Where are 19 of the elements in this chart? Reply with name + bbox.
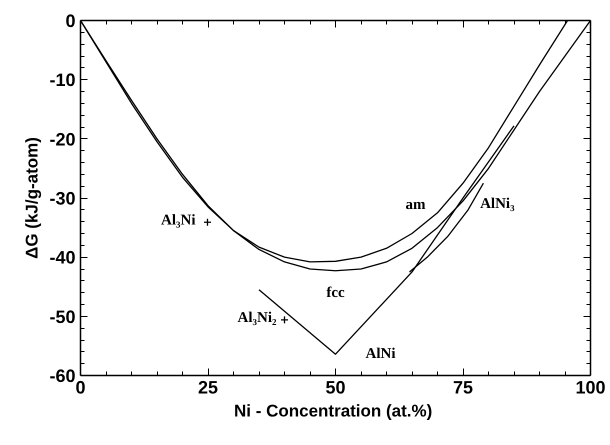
x-axis-title: Ni - Concentration (at.%) — [234, 402, 432, 420]
y-tick-label: -10 — [49, 70, 76, 90]
series-label: AlNi₃ — [480, 196, 516, 212]
series-label: Al₃Ni — [160, 212, 196, 228]
x-tick-label: 100 — [575, 378, 606, 398]
y-axis-title: ΔG (kJ/g-atom) — [22, 137, 42, 259]
y-tick-label: -50 — [49, 306, 76, 327]
series-label: am — [406, 196, 426, 213]
x-tick-label: 50 — [325, 378, 346, 398]
y-tick-label: -40 — [49, 248, 76, 268]
y-tick-label: 0 — [65, 11, 76, 31]
y-tick-label: -60 — [49, 366, 76, 386]
series-label: fcc — [326, 284, 345, 301]
x-tick-label: 75 — [452, 378, 474, 398]
series-label: Al₃Ni₂ — [238, 310, 278, 326]
y-tick-label: -30 — [49, 188, 76, 208]
y-tick-label: -20 — [49, 129, 76, 150]
x-tick-label: 25 — [198, 378, 218, 398]
series-label: AlNi — [366, 346, 396, 362]
